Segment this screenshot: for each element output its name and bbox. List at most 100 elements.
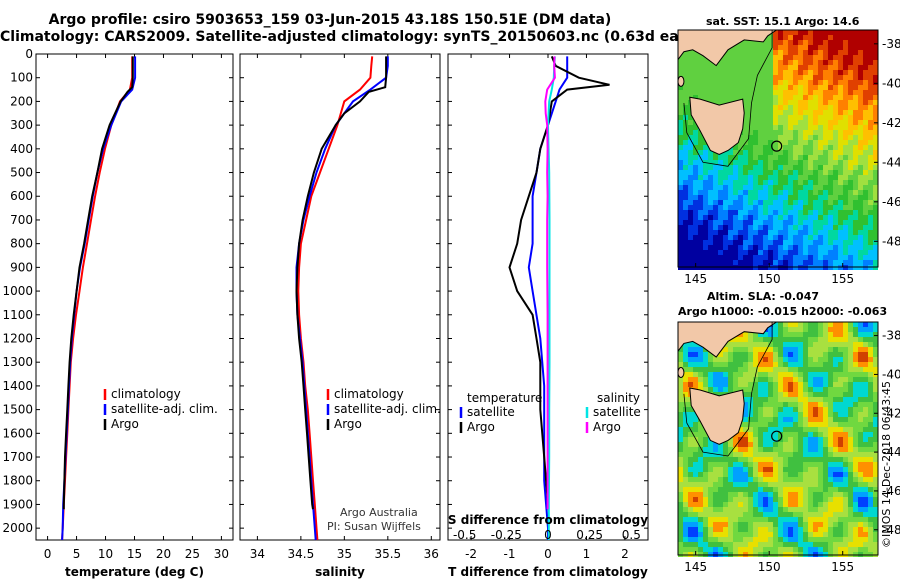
sst_map-cell (723, 85, 728, 90)
sst_map-cell (698, 260, 703, 265)
sla_map-cell (763, 502, 768, 507)
sla_map-cell (713, 502, 718, 507)
sla_map-cell (793, 337, 798, 342)
sst_map-cell (688, 50, 693, 55)
sst_map-cell (803, 95, 808, 100)
sst_map-cell (833, 140, 838, 145)
sst_map-cell (838, 160, 843, 165)
sla_map-cell (743, 382, 748, 387)
sst_map-cell (813, 140, 818, 145)
sst_map-cell (773, 220, 778, 225)
sst_map-cell (773, 160, 778, 165)
sla_map-cell (743, 512, 748, 517)
sla_map-cell (683, 517, 688, 522)
sla_map-cell (853, 472, 858, 477)
sst_map-cell (863, 140, 868, 145)
sst_map-cell (758, 105, 763, 110)
sla_map-cell (778, 527, 783, 532)
sla_map-cell (863, 392, 868, 397)
sst_map-cell (858, 95, 863, 100)
sla_map-cell (728, 517, 733, 522)
sst_map-cell (843, 105, 848, 110)
sla_map-cell (683, 482, 688, 487)
sst_map-cell (863, 45, 868, 50)
sst_map-cell (818, 230, 823, 235)
sla_map-cell (688, 487, 693, 492)
sla_map-cell (773, 387, 778, 392)
sla_map-cell (753, 337, 758, 342)
sst_map-cell (768, 205, 773, 210)
sst_map-cell (818, 90, 823, 95)
sst_map-cell (678, 70, 683, 75)
sla_map-cell (858, 387, 863, 392)
sla_map-cell (783, 482, 788, 487)
sla_map-cell (793, 422, 798, 427)
sst_map-cell (783, 170, 788, 175)
sla_map-cell (773, 342, 778, 347)
sst_map-cell (868, 55, 873, 60)
sst_map-cell (843, 100, 848, 105)
sst_map-cell (688, 75, 693, 80)
sst_map-cell (693, 95, 698, 100)
sst_map-cell (763, 60, 768, 65)
sla_map-cell (778, 512, 783, 517)
sla_map-cell (778, 507, 783, 512)
sla_map-cell (738, 512, 743, 517)
sla_map-cell (778, 367, 783, 372)
sla_map-cell (743, 527, 748, 532)
sla_map-cell (753, 387, 758, 392)
sst_map-cell (683, 175, 688, 180)
sla_map-cell (713, 382, 718, 387)
sst_map-cell (833, 60, 838, 65)
sst_map-cell (793, 120, 798, 125)
sla_map-cell (838, 327, 843, 332)
diff-legend-temp-label: satellite (467, 405, 515, 419)
sst_map-cell (848, 75, 853, 80)
sst_map-cell (843, 55, 848, 60)
sst_map-cell (853, 40, 858, 45)
sla_map-cell (758, 522, 763, 527)
sla_map-cell (713, 537, 718, 542)
sst_map-cell (723, 60, 728, 65)
sst_map-cell (798, 120, 803, 125)
sla_map-cell (738, 502, 743, 507)
sst_map-cell (703, 250, 708, 255)
sst_map-xtick-label: 145 (684, 272, 707, 286)
sla_map-cell (833, 497, 838, 502)
sla_map-cell (703, 377, 708, 382)
sla_map-cell (763, 452, 768, 457)
sla_map-cell (688, 537, 693, 542)
sst_map-cell (788, 225, 793, 230)
sst_map-cell (713, 170, 718, 175)
sst_map-cell (683, 75, 688, 80)
sst_map-cell (733, 195, 738, 200)
sla_map-cell (813, 492, 818, 497)
sla_map-cell (688, 372, 693, 377)
sst_map-cell (818, 150, 823, 155)
sla_map-cell (678, 542, 683, 547)
sla_map-cell (823, 417, 828, 422)
sla_map-cell (768, 397, 773, 402)
sla_map-cell (778, 392, 783, 397)
sla_map-cell (693, 382, 698, 387)
sla_map-cell (823, 522, 828, 527)
sst_map-cell (698, 145, 703, 150)
sla_map-cell (703, 537, 708, 542)
sst_map-cell (868, 45, 873, 50)
sla_map-cell (873, 447, 878, 452)
sst_map-cell (718, 65, 723, 70)
sst_map-cell (848, 120, 853, 125)
sst_map-cell (703, 180, 708, 185)
sla_map-cell (778, 447, 783, 452)
sst_map-cell (768, 180, 773, 185)
sst_map-cell (748, 70, 753, 75)
sst_map-cell (803, 230, 808, 235)
sst_map-cell (838, 255, 843, 260)
sla_map-cell (863, 457, 868, 462)
sla_map-cell (763, 462, 768, 467)
sst_map-cell (788, 110, 793, 115)
sla_map-cell (693, 347, 698, 352)
sst_map-shelf-contour (683, 30, 773, 167)
sla_map-cell (783, 512, 788, 517)
sst_map-cell (743, 240, 748, 245)
